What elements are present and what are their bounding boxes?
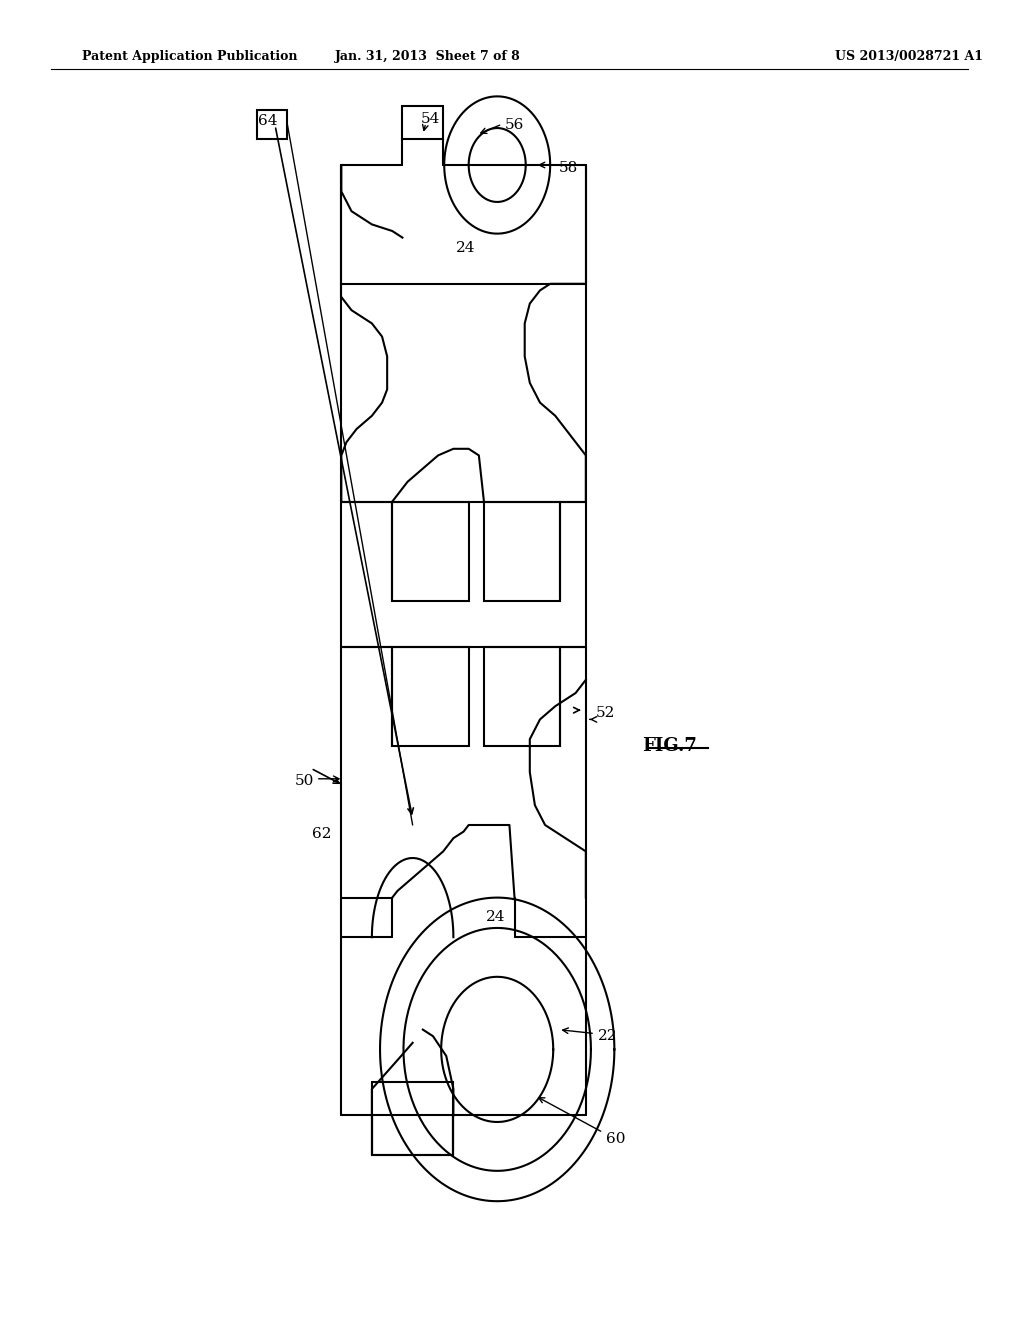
Text: Jan. 31, 2013  Sheet 7 of 8: Jan. 31, 2013 Sheet 7 of 8 <box>335 50 521 63</box>
Bar <box>484 502 560 601</box>
Text: US 2013/0028721 A1: US 2013/0028721 A1 <box>836 50 983 63</box>
Text: 62: 62 <box>311 828 332 841</box>
Text: 60: 60 <box>606 1133 626 1146</box>
Text: 50: 50 <box>295 775 313 788</box>
Text: 64: 64 <box>258 115 278 128</box>
Text: 22: 22 <box>598 1030 617 1043</box>
Bar <box>372 1082 454 1155</box>
Text: 52: 52 <box>596 706 615 719</box>
Text: 56: 56 <box>505 119 523 132</box>
Bar <box>257 110 288 139</box>
Bar <box>392 502 469 601</box>
Text: 54: 54 <box>421 112 440 125</box>
Text: 24: 24 <box>486 911 506 924</box>
Bar <box>484 647 560 746</box>
Text: Patent Application Publication: Patent Application Publication <box>82 50 297 63</box>
Bar <box>402 106 443 139</box>
Bar <box>392 647 469 746</box>
Text: 58: 58 <box>558 161 578 174</box>
Text: FIG.7: FIG.7 <box>642 737 696 755</box>
Text: 24: 24 <box>456 242 475 255</box>
